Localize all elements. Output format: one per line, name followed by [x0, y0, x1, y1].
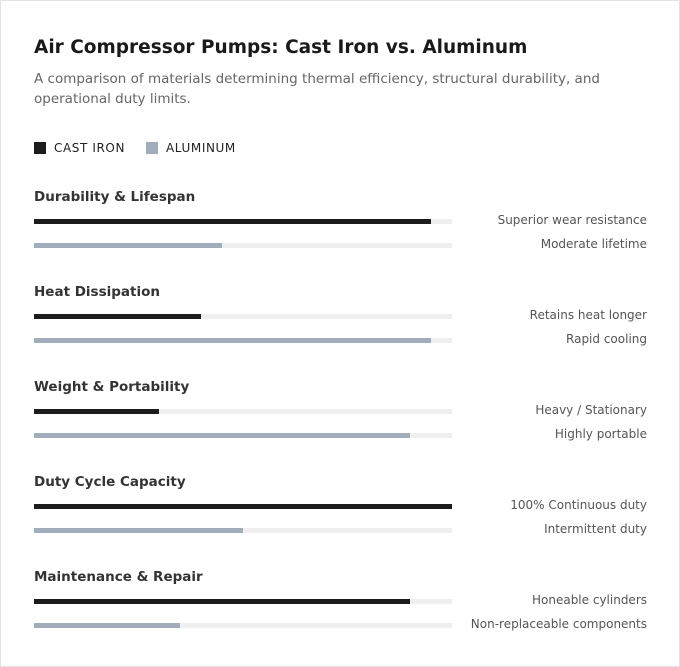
bar — [34, 527, 243, 533]
bar-annotation: Intermittent duty — [544, 522, 647, 536]
bar-track — [34, 622, 452, 628]
legend-label: CAST IRON — [54, 141, 126, 155]
bar — [34, 337, 432, 343]
legend-swatch — [34, 142, 46, 154]
bar — [34, 503, 452, 509]
bar-track — [34, 527, 452, 533]
bar-annotation: Retains heat longer — [529, 308, 647, 322]
bar-track — [34, 503, 452, 509]
bar — [34, 313, 202, 319]
bar — [34, 408, 160, 414]
bar-annotation: Rapid cooling — [566, 332, 647, 346]
bar — [34, 218, 432, 224]
bar-annotation: Moderate lifetime — [540, 237, 647, 251]
bar-track — [34, 313, 452, 319]
category-label: Durability & Lifespan — [34, 189, 196, 205]
bar-track — [34, 598, 452, 604]
legend-item: CAST IRON — [34, 141, 125, 155]
bar-annotation: 100% Continuous duty — [510, 498, 647, 512]
legend-item: ALUMINUM — [146, 141, 236, 155]
bar-track — [34, 432, 452, 438]
bar-track — [34, 337, 452, 343]
category-label: Heat Dissipation — [34, 284, 160, 300]
bar-annotation: Highly portable — [554, 427, 647, 441]
bar-annotation: Superior wear resistance — [497, 213, 647, 227]
bar — [34, 432, 411, 438]
bar-track — [34, 218, 452, 224]
category-label: Weight & Portability — [34, 379, 190, 395]
bar-track — [34, 242, 452, 248]
bar-annotation: Honeable cylinders — [531, 593, 647, 607]
legend-swatch — [146, 142, 158, 154]
bar-track — [34, 408, 452, 414]
bar — [34, 598, 411, 604]
bar-annotation: Heavy / Stationary — [535, 403, 647, 417]
bar-annotation: Non-replaceable components — [470, 617, 647, 631]
bar — [34, 242, 223, 248]
legend-label: ALUMINUM — [166, 141, 236, 155]
category-label: Duty Cycle Capacity — [34, 474, 186, 490]
category-label: Maintenance & Repair — [34, 569, 203, 585]
chart-title: Air Compressor Pumps: Cast Iron vs. Alum… — [34, 37, 528, 58]
chart-subtitle: A comparison of materials determining th… — [34, 71, 600, 107]
bar — [34, 622, 181, 628]
